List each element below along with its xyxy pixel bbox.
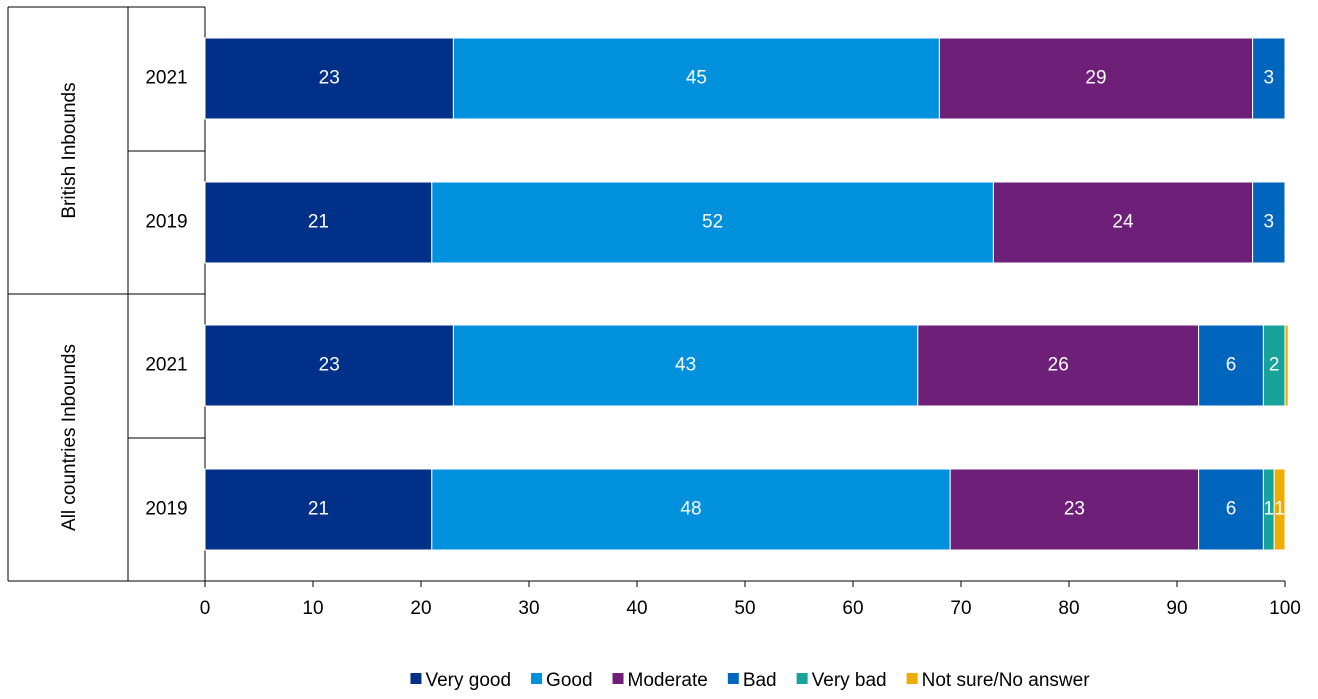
year-label: 2019 xyxy=(145,212,187,233)
legend-label: Very bad xyxy=(812,670,887,691)
legend-swatch xyxy=(796,673,808,684)
group-label: British Inbounds xyxy=(59,82,80,218)
bar-segment xyxy=(452,37,940,120)
data-label: 23 xyxy=(1064,499,1085,520)
x-tick-label: 40 xyxy=(626,598,647,619)
data-label: 26 xyxy=(1048,355,1069,376)
bar-segment xyxy=(1284,324,1289,407)
data-label: 2 xyxy=(1269,355,1280,376)
plot-area: 23 45 29 3 21 52 24 3 23 43 26 6 2 21 48 23 6 1 1 xyxy=(204,37,1289,551)
x-tick-label: 20 xyxy=(410,598,431,619)
data-label: 23 xyxy=(319,355,340,376)
bar-segment xyxy=(938,37,1254,120)
legend-item: Very good xyxy=(410,670,511,691)
bar-segment xyxy=(204,468,433,551)
data-label: 52 xyxy=(702,212,723,233)
bar-segment xyxy=(992,181,1254,264)
x-tick-label: 30 xyxy=(518,598,539,619)
legend-item: Not sure/No answer xyxy=(906,670,1091,691)
legend-item: Good xyxy=(531,670,593,691)
data-label: 1 xyxy=(1274,499,1285,520)
bar-segment xyxy=(949,468,1200,551)
bar-segment xyxy=(1252,181,1286,264)
bar-segment xyxy=(1198,468,1264,551)
group-label: All countries Inbounds xyxy=(59,344,80,531)
data-label: 43 xyxy=(675,355,696,376)
data-label: 23 xyxy=(319,68,340,89)
legend-label: Good xyxy=(546,670,592,691)
data-label: 48 xyxy=(680,499,701,520)
legend-label: Very good xyxy=(425,670,511,691)
legend-item: Moderate xyxy=(612,670,708,691)
x-axis: 0 10 20 30 40 50 60 70 80 90 100 xyxy=(200,580,1301,619)
x-tick-label: 10 xyxy=(302,598,323,619)
x-tick-label: 80 xyxy=(1058,598,1079,619)
row-header-table: British Inbounds 2021 2019 All countries In… xyxy=(7,6,206,582)
data-label: 45 xyxy=(686,68,707,89)
bar-segment xyxy=(1198,324,1264,407)
x-tick-label: 60 xyxy=(842,598,863,619)
bar-segment xyxy=(431,468,951,551)
legend-swatch xyxy=(612,673,624,684)
x-tick-label: 90 xyxy=(1166,598,1187,619)
data-label: 3 xyxy=(1264,212,1275,233)
data-label: 6 xyxy=(1226,355,1237,376)
bar-segment xyxy=(1273,468,1286,551)
x-tick-label: 100 xyxy=(1269,598,1301,619)
data-label: 24 xyxy=(1112,212,1134,233)
legend-item: Very bad xyxy=(796,670,887,691)
legend: Very good Good Moderate Bad Very bad Not sure… xyxy=(410,670,1090,691)
bar-segment xyxy=(917,324,1200,407)
data-label: 21 xyxy=(308,212,329,233)
data-label: 6 xyxy=(1226,499,1237,520)
year-label: 2021 xyxy=(145,355,187,376)
x-tick-label: 70 xyxy=(950,598,971,619)
x-tick-label: 0 xyxy=(200,598,211,619)
legend-label: Moderate xyxy=(628,670,708,691)
x-tick-label: 50 xyxy=(734,598,755,619)
legend-label: Bad xyxy=(743,670,777,691)
bar-segment xyxy=(431,181,994,264)
data-label: 1 xyxy=(1264,499,1275,520)
bar-segment xyxy=(204,37,454,120)
legend-label: Not sure/No answer xyxy=(922,670,1091,691)
bar-segment xyxy=(204,324,454,407)
legend-swatch xyxy=(531,673,543,684)
data-label: 21 xyxy=(308,499,329,520)
legend-swatch xyxy=(906,673,918,684)
year-label: 2021 xyxy=(145,68,187,89)
legend-swatch xyxy=(727,673,739,684)
year-label: 2019 xyxy=(145,499,187,520)
data-label: 29 xyxy=(1085,68,1106,89)
bar-segment xyxy=(1252,37,1286,120)
legend-item: Bad xyxy=(727,670,777,691)
data-label: 3 xyxy=(1264,68,1275,89)
legend-swatch xyxy=(410,673,422,684)
